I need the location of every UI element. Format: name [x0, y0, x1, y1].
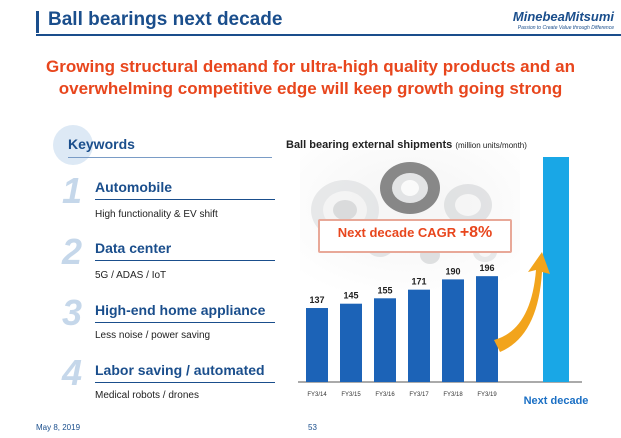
x-tick-label: FY3/15 [341, 392, 361, 398]
shipments-bar-chart: 137 FY3/14 145 FY3/15 155 FY3/16 171 FY3/17 190 F… [298, 157, 589, 407]
keyword-number-2: 2 [62, 231, 83, 272]
growth-arrow-icon [494, 252, 550, 352]
company-logo: MinebeaMitsumi Passion to Create Value t… [492, 9, 614, 31]
headline-line-2: overwhelming competitive edge will keep … [58, 79, 563, 98]
keywords-underline [68, 157, 272, 158]
keyword-heading-labor-saving: Labor saving / automated [95, 362, 265, 378]
page-number: 53 [308, 423, 317, 432]
keyword-detail-3: Less noise / power saving [95, 330, 211, 341]
x-tick-label: FY3/18 [443, 392, 463, 398]
cagr-callout-box [318, 219, 512, 253]
cagr-label: Next decade CAGR [337, 225, 457, 240]
x-tick-label: FY3/17 [409, 392, 429, 398]
keyword-detail-1: High functionality & EV shift [95, 209, 218, 220]
bar-value-label: 137 [309, 295, 324, 305]
bar-FY3/17 [408, 289, 430, 382]
bar-FY3/15 [340, 303, 362, 382]
chart-unit: (million units/month) [455, 141, 527, 150]
title-underline [36, 34, 621, 36]
bar-value-label: 145 [343, 291, 358, 301]
page-title: Ball bearings next decade [48, 9, 283, 30]
keyword-rule-1 [95, 199, 275, 200]
keyword-heading-automobile: Automobile [95, 179, 172, 195]
bar-FY3/14 [306, 308, 328, 382]
chart-title: Ball bearing external shipments (million… [286, 139, 527, 151]
keyword-rule-2 [95, 260, 275, 261]
chart-title-text: Ball bearing external shipments [286, 139, 453, 151]
cagr-value: +8% [459, 224, 493, 241]
bar-FY3/19 [476, 276, 498, 382]
keyword-number-1: 1 [62, 170, 83, 211]
x-tick-label: FY3/19 [477, 392, 497, 398]
footer-date: May 8, 2019 [36, 423, 81, 432]
keywords-title: Keywords [68, 136, 135, 152]
title-accent-bar [36, 11, 44, 33]
bar-value-label: 190 [445, 266, 460, 276]
keyword-number-4: 4 [62, 352, 83, 393]
keyword-rule-3 [95, 322, 275, 323]
logo-text: MinebeaMitsumi [512, 9, 614, 24]
x-tick-label: FY3/16 [375, 392, 395, 398]
keyword-detail-2: 5G / ADAS / IoT [95, 270, 167, 281]
keyword-heading-home-appliance: High-end home appliance [95, 302, 266, 318]
bar-FY3/16 [374, 298, 396, 382]
next-decade-label: Next decade [524, 395, 589, 407]
bar-value-label: 196 [479, 263, 494, 273]
bar-value-label: 171 [411, 277, 426, 287]
headline: Growing structural demand for ultra-high… [0, 56, 621, 100]
keyword-number-3: 3 [62, 292, 83, 333]
keyword-rule-4 [95, 382, 275, 383]
keywords-circle-decoration [53, 125, 93, 165]
headline-line-1: Growing structural demand for ultra-high… [46, 57, 575, 76]
keyword-detail-4: Medical robots / drones [95, 390, 199, 401]
logo-tagline: Passion to Create Value through Differen… [517, 25, 614, 31]
x-tick-label: FY3/14 [307, 392, 327, 398]
cagr-callout: Next decade CAGR +8% [318, 224, 512, 242]
keyword-heading-data-center: Data center [95, 240, 172, 256]
bar-value-label: 155 [377, 285, 392, 295]
bar-FY3/18 [442, 279, 464, 382]
